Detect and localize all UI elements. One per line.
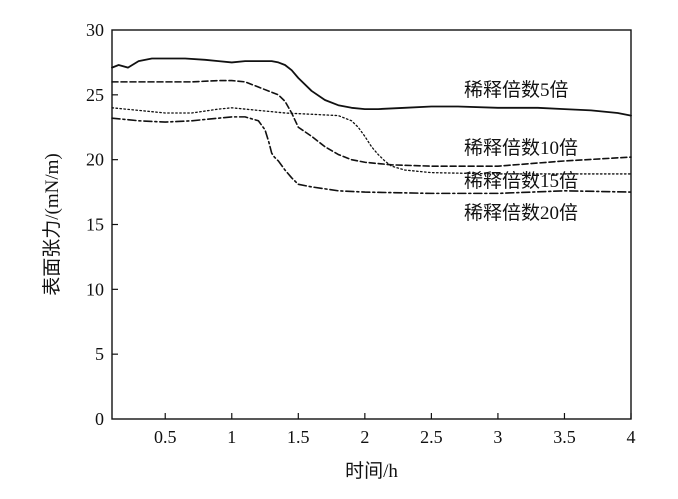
x-tick-label: 4 <box>627 427 636 447</box>
y-tick-label: 30 <box>86 20 104 40</box>
y-tick-label: 5 <box>95 344 104 364</box>
x-axis-title: 时间/h <box>345 460 398 482</box>
series-line-3 <box>111 107 632 175</box>
y-tick-label: 15 <box>86 215 104 235</box>
series-label-1: 稀释倍数5倍 <box>464 79 569 101</box>
x-tick-label: 2 <box>360 427 369 447</box>
y-axis-title: 表面张力/(mN/m) <box>41 153 63 296</box>
x-tick-label: 3 <box>493 427 502 447</box>
series-label-2: 稀释倍数10倍 <box>464 137 578 159</box>
y-tick-label: 10 <box>86 279 104 299</box>
y-tick-label: 0 <box>95 409 104 429</box>
y-tick-label: 20 <box>86 150 104 170</box>
y-tick-label: 25 <box>86 85 104 105</box>
series-label-4: 稀释倍数20倍 <box>464 202 578 224</box>
series-line-1 <box>111 57 632 117</box>
x-tick-label: 2.5 <box>420 427 443 447</box>
x-tick-label: 3.5 <box>553 427 576 447</box>
x-tick-label: 1 <box>227 427 236 447</box>
series-line-4 <box>111 116 632 195</box>
plot-frame <box>111 29 632 420</box>
x-tick-label: 1.5 <box>287 427 310 447</box>
series-label-3: 稀释倍数15倍 <box>464 170 578 192</box>
x-tick-label: 0.5 <box>154 427 177 447</box>
